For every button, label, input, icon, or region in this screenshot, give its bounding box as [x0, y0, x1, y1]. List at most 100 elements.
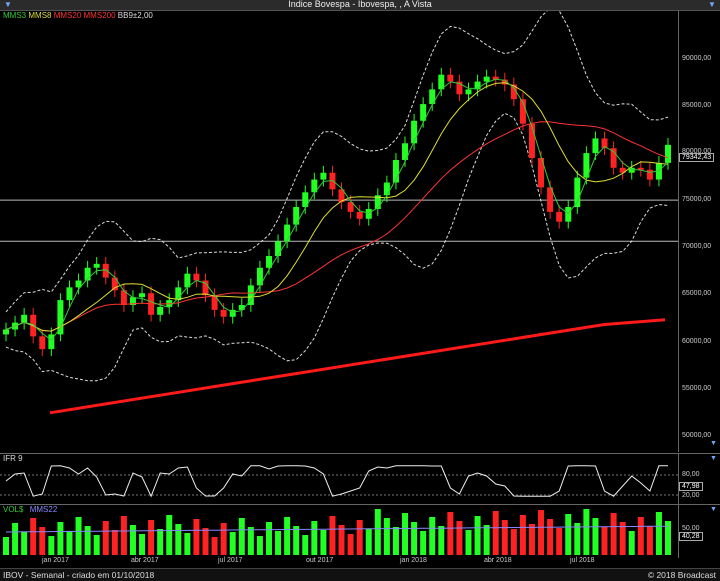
- volume-bar: [519, 515, 526, 555]
- volume-bar: [583, 509, 590, 555]
- volume-bar: [447, 512, 454, 555]
- price-tick-85000: 85000,00: [682, 102, 712, 109]
- volume-bar: [565, 514, 572, 555]
- volume-bar: [21, 532, 28, 555]
- candle-body: [48, 334, 55, 350]
- legend-mms200: MMS200: [83, 11, 116, 20]
- volume-bar: [492, 511, 499, 555]
- x-tick-abr2018: abr 2018: [484, 557, 512, 564]
- chart-menu-icon[interactable]: ▼: [4, 0, 12, 9]
- volume-bar: [429, 517, 436, 555]
- legend-mms3: MMS3: [3, 11, 27, 20]
- x-tick-out2017: out 2017: [306, 557, 334, 564]
- volume-bar: [402, 513, 409, 555]
- volume-bar: [193, 519, 200, 555]
- footer-right: © 2018 Broadcast: [647, 570, 716, 580]
- volume-bar: [148, 520, 155, 555]
- candle-body: [601, 138, 608, 149]
- candle-body: [402, 143, 409, 160]
- volume-bar: [619, 522, 626, 555]
- candle-body: [465, 89, 472, 95]
- candle-body: [565, 207, 572, 222]
- scroll-arrow-icon[interactable]: ▼: [710, 440, 717, 447]
- volume-scale[interactable]: [678, 504, 720, 558]
- mms200-line: [49, 318, 666, 415]
- ifr-scale[interactable]: [678, 453, 720, 504]
- price-tick-65000: 65000,00: [682, 290, 712, 297]
- volume-bar: [48, 536, 55, 555]
- volume-bar: [510, 529, 517, 555]
- bollinger-lower: [5, 112, 669, 382]
- close-icon[interactable]: ▼: [708, 0, 716, 9]
- candle-body: [202, 280, 209, 296]
- candle-body: [538, 158, 545, 188]
- candle-body: [420, 104, 427, 121]
- candle-body: [93, 263, 100, 268]
- x-tick-jul2017: jul 2017: [218, 557, 243, 564]
- volume-bar: [284, 517, 291, 555]
- candle-body: [556, 211, 563, 222]
- volume-bar: [102, 521, 109, 555]
- legend-mms20: MMS20: [53, 11, 82, 20]
- ifr-chart[interactable]: [0, 453, 678, 503]
- candle-body: [320, 172, 327, 180]
- candle-body: [392, 159, 399, 183]
- volume-bar: [547, 519, 554, 555]
- volume-bar: [3, 537, 9, 555]
- volume-bar: [265, 522, 272, 555]
- volume-bar: [556, 528, 563, 555]
- candle-body: [229, 309, 236, 317]
- candle-body: [347, 202, 354, 212]
- legend-bb: BB9±2,00: [117, 11, 153, 20]
- vol-arrow-icon[interactable]: ▼: [710, 506, 717, 513]
- volume-bar: [420, 531, 427, 555]
- price-tick-70000: 70000,00: [682, 243, 712, 250]
- candle-body: [175, 287, 182, 301]
- price-chart[interactable]: [0, 11, 678, 452]
- candle-body: [628, 167, 635, 173]
- mms20-line: [5, 121, 669, 332]
- candle-body: [474, 81, 481, 90]
- volume-bar: [247, 527, 254, 555]
- volume-bar: [302, 535, 309, 555]
- volume-bar: [501, 520, 508, 555]
- candle-body: [275, 241, 282, 256]
- candle-body: [293, 207, 300, 225]
- volume-bar: [202, 528, 209, 555]
- volume-bar: [12, 523, 19, 555]
- volume-bar: [320, 530, 327, 555]
- candle-body: [456, 81, 463, 95]
- volume-bar: [483, 525, 490, 555]
- volume-bar: [574, 523, 581, 555]
- volume-bar: [256, 536, 263, 555]
- price-panel[interactable]: [0, 11, 720, 452]
- volume-bar: [374, 509, 381, 555]
- price-tick-80000: 80000,00: [682, 148, 712, 155]
- volume-bar: [592, 518, 599, 555]
- candle-body: [655, 162, 662, 180]
- volume-bar: [39, 527, 46, 555]
- price-tick-60000: 60000,00: [682, 338, 712, 345]
- volume-bar: [365, 529, 372, 555]
- volume-bar: [528, 524, 535, 555]
- window-title: Indice Bovespa - Ibovespa, , A Vista: [288, 0, 432, 9]
- volume-bar: [66, 531, 73, 555]
- candle-body: [84, 267, 91, 281]
- volume-chart[interactable]: [0, 504, 678, 557]
- candle-body: [374, 195, 381, 209]
- volume-bar: [465, 530, 472, 555]
- volume-bar: [383, 518, 390, 555]
- candle-body: [338, 189, 345, 203]
- volume-bar: [157, 529, 164, 555]
- ifr-arrow-icon[interactable]: ▼: [710, 455, 717, 462]
- volume-bar: [538, 510, 545, 555]
- volume-bar: [601, 527, 608, 555]
- legend-vol: VOL$: [3, 505, 24, 514]
- price-tick-75000: 75000,00: [682, 196, 712, 203]
- candle-body: [510, 84, 517, 100]
- price-scale[interactable]: [678, 11, 720, 452]
- volume-bar: [293, 526, 300, 555]
- candle-body: [157, 306, 164, 315]
- x-tick-jan2018: jan 2018: [400, 557, 427, 564]
- candle-body: [129, 297, 136, 305]
